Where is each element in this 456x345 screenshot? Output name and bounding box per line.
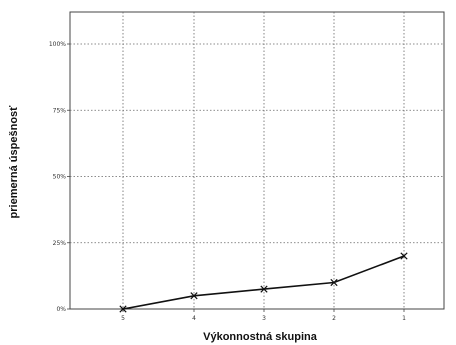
y-tick-labels: 0% 25% 50% 75% 100% [49,41,66,313]
y-tick-label: 100% [49,41,66,48]
y-tick-label: 50% [53,174,67,181]
y-tick-label: 0% [56,306,66,313]
data-point-marker [400,252,408,260]
marker-stroke [260,285,268,293]
y-tick-label: 75% [53,107,67,114]
x-tick-label: 3 [262,315,266,322]
series-line [122,255,405,310]
marker-stroke [330,278,338,287]
plot-frame [69,11,445,310]
data-point-marker [260,285,268,293]
data-point-marker [330,278,338,287]
grid-lines [70,12,444,309]
x-axis-label: Výkonnostná skupina [203,331,318,343]
x-tick-labels: 5 4 3 2 1 [121,315,406,322]
y-axis-label: priemerná úspešnosť [8,105,20,219]
marker-stroke [400,252,408,260]
data-point-marker [190,292,198,300]
series-group [119,252,408,313]
x-tick-label: 1 [402,315,406,322]
marker-stroke [190,292,198,300]
x-tick-label: 4 [192,315,196,322]
x-tick-label: 2 [332,315,336,322]
marker-stroke [119,305,127,313]
x-tick-label: 5 [121,315,125,322]
data-point-marker [119,305,127,313]
y-tick-label: 25% [53,240,67,247]
tick-marks [67,43,405,312]
